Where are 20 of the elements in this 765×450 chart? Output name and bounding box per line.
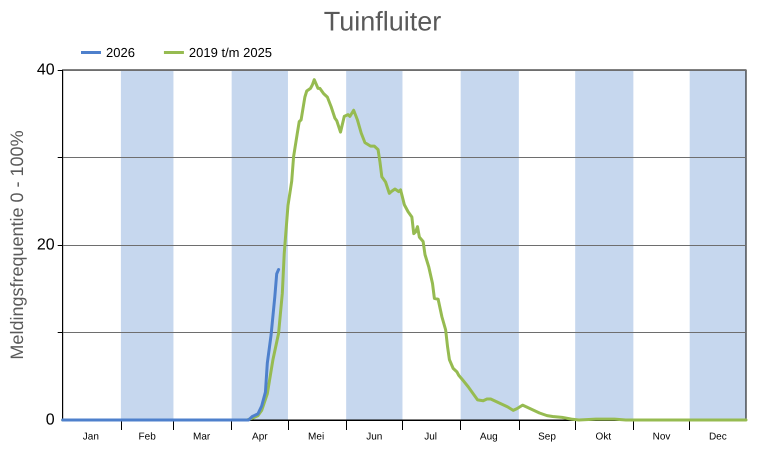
x-tick-label: Mar bbox=[192, 432, 211, 442]
x-tick-label: Mei bbox=[308, 432, 324, 442]
y-tick-label: 40 bbox=[36, 62, 55, 78]
x-tick-label: Jul bbox=[424, 432, 438, 442]
x-tick-label: Aug bbox=[480, 432, 498, 442]
chart-title: Tuinfluiter bbox=[324, 6, 442, 36]
legend-label: 2026 bbox=[106, 45, 135, 60]
line-series bbox=[61, 268, 280, 422]
x-tick-label: Feb bbox=[138, 432, 156, 442]
x-tick-label: Apr bbox=[252, 432, 268, 442]
x-tick-label: Sep bbox=[538, 432, 556, 442]
x-tick-label: Jun bbox=[366, 432, 382, 442]
x-tick-label: Jan bbox=[82, 432, 99, 442]
y-tick-label: 20 bbox=[36, 236, 55, 254]
y-axis-title: Meldingsfrequentie 0 - 100% bbox=[7, 130, 27, 360]
y-tick-label: 0 bbox=[46, 412, 55, 428]
x-tick-label: Dec bbox=[708, 432, 727, 442]
x-tick-label: Nov bbox=[652, 432, 670, 442]
x-tick-label: Okt bbox=[596, 432, 612, 442]
legend-label: 2019 t/m 2025 bbox=[188, 45, 272, 60]
